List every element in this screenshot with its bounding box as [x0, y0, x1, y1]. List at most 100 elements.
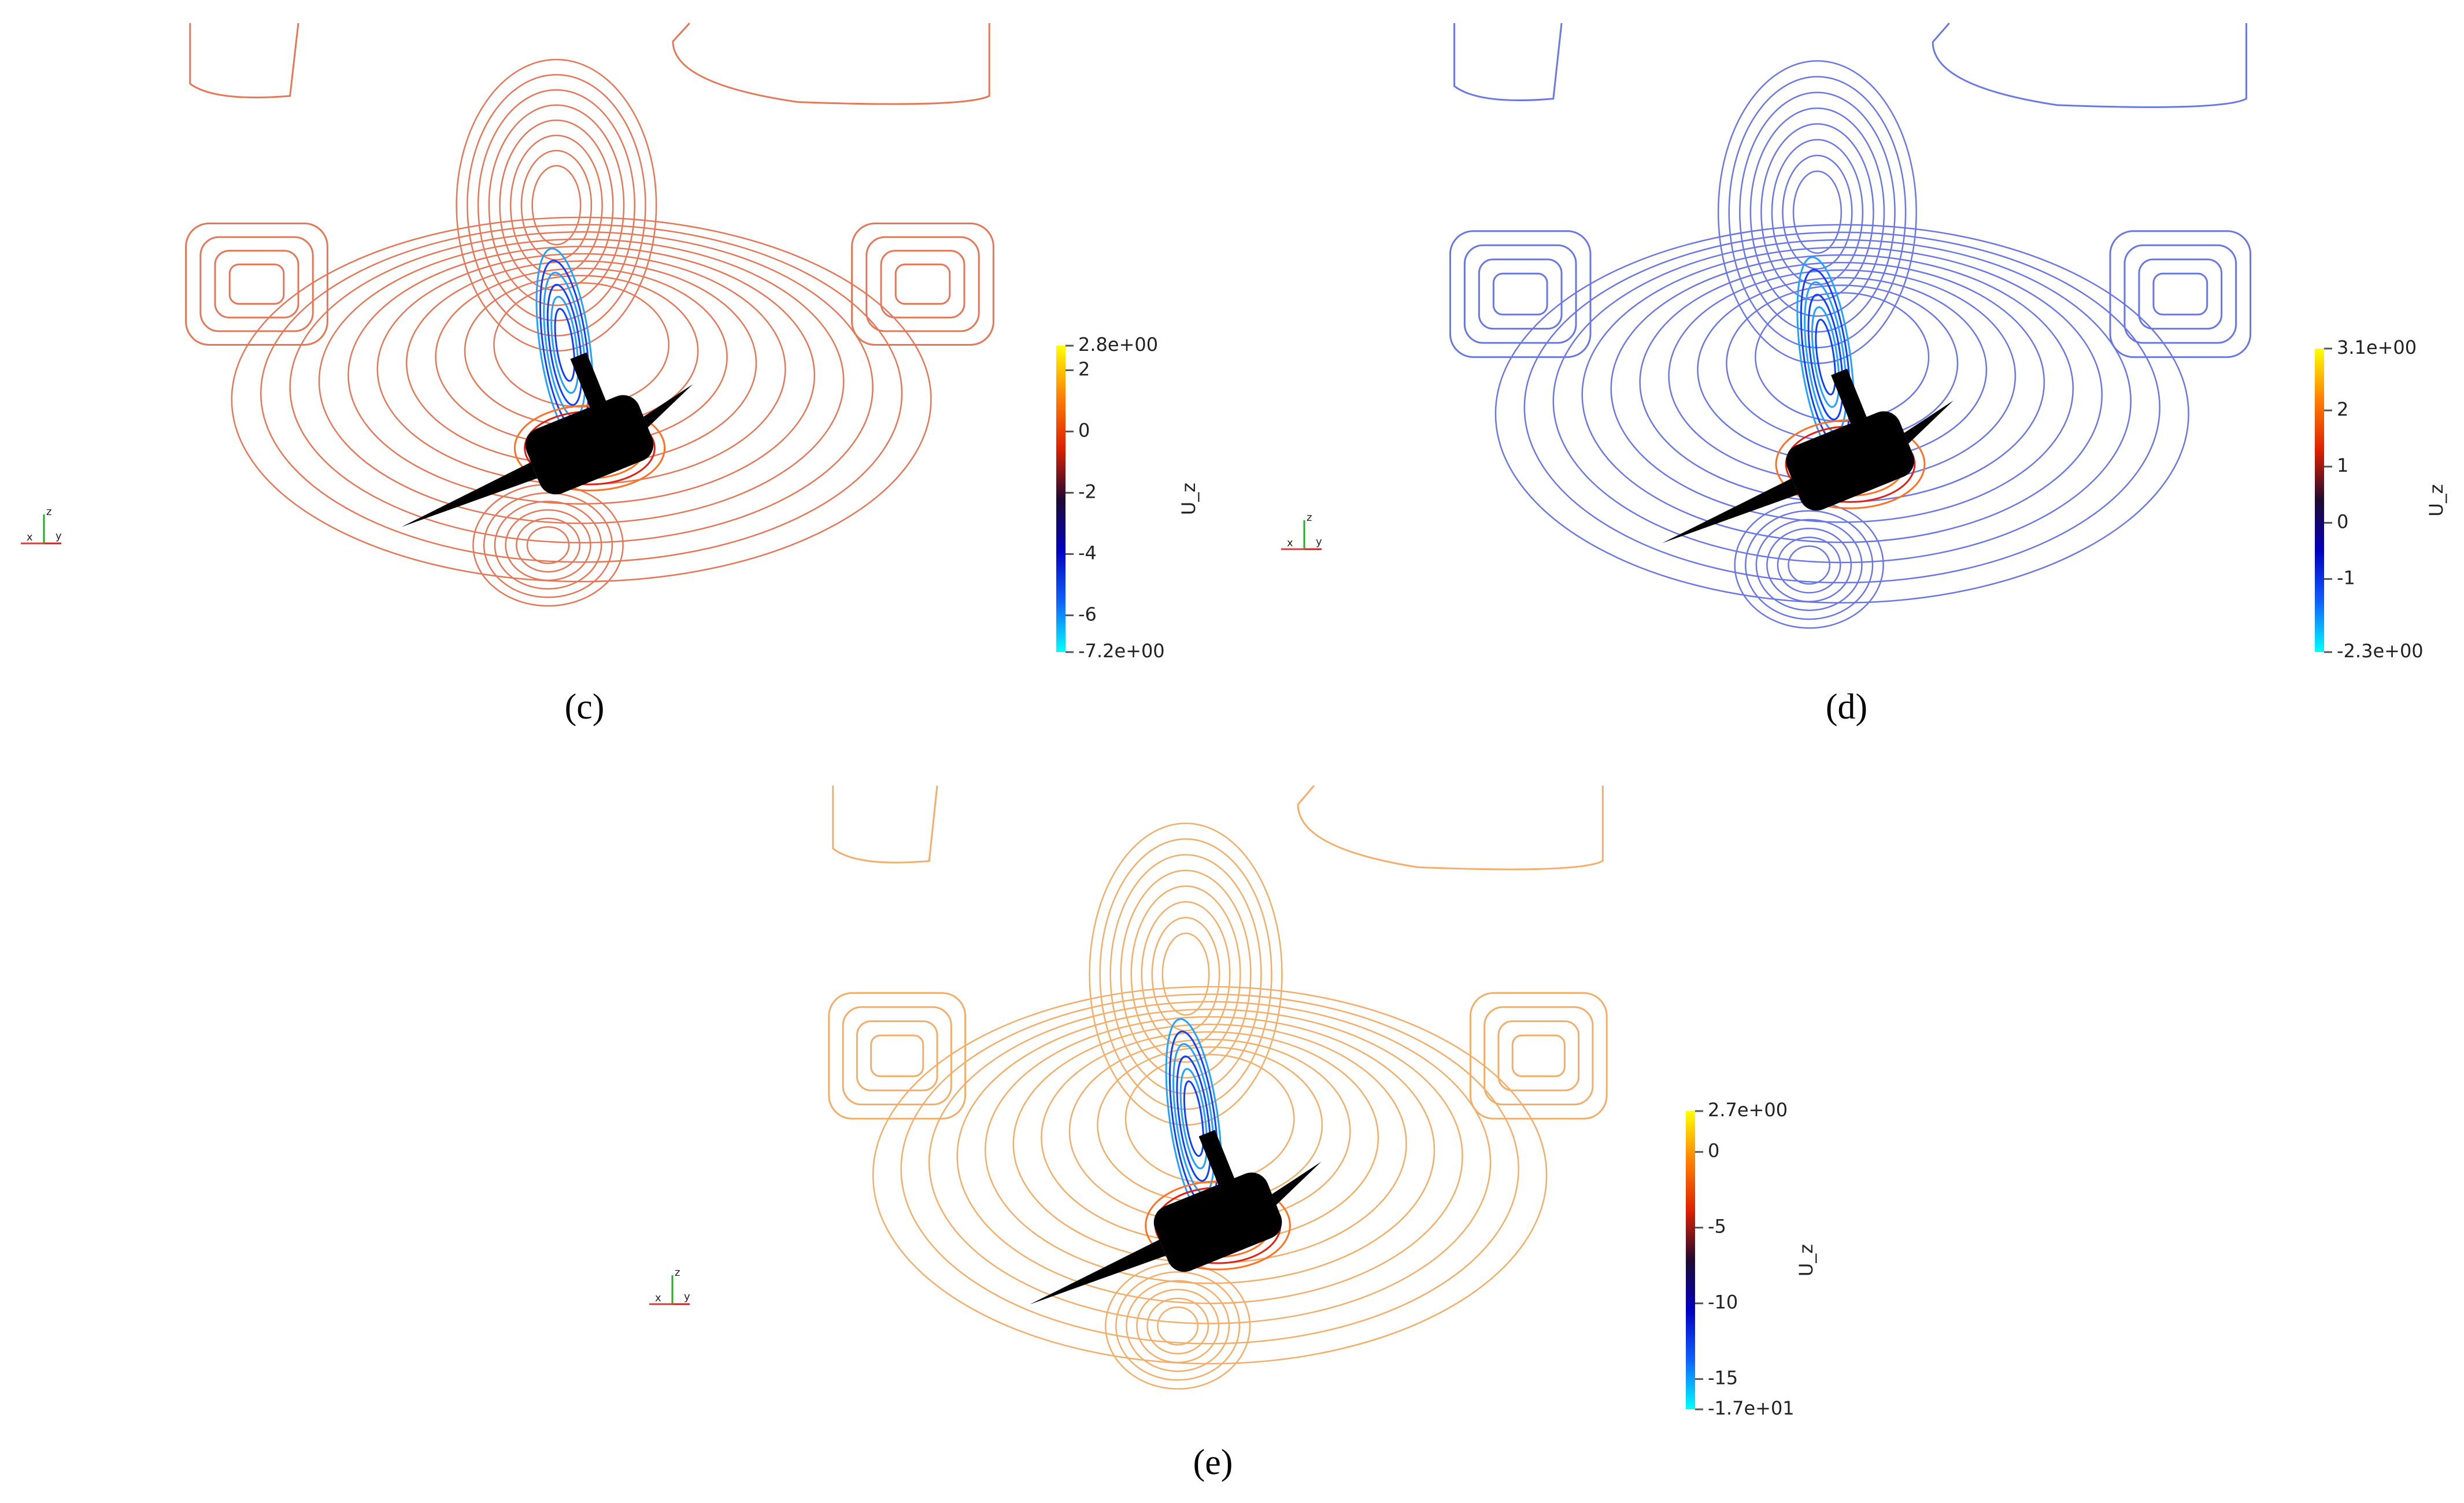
colorbar-tick-label: 1	[2337, 454, 2348, 476]
contour-panel: 3.1e+00 2 1 0 -1 -2.3e+00 U_z (d) x yz	[1281, 23, 2447, 727]
contour-line	[1146, 1297, 1209, 1354]
contour-line	[1161, 932, 1210, 1016]
colorbar-tick-label: -15	[1708, 1367, 1738, 1389]
wing	[1272, 1161, 1322, 1205]
caption: (e)	[1193, 1443, 1233, 1482]
contour-line	[870, 1034, 924, 1078]
triad-label: x	[27, 531, 33, 543]
wing	[1030, 1239, 1166, 1305]
colorbar-label: U_z	[2425, 484, 2447, 516]
contour-line	[494, 501, 602, 590]
contour-line	[516, 517, 580, 573]
contour-panel: 2.7e+00 0 -5 -10 -15 -1.7e+01 U_z (e) x yz	[649, 785, 1817, 1482]
contour-line	[1124, 1053, 1295, 1184]
contour-line	[1453, 23, 1563, 101]
colorbar-tick-label: -1	[2337, 567, 2355, 589]
contour-line	[505, 509, 591, 582]
colorbar-tick-label: 0	[1708, 1140, 1719, 1162]
contour-line	[1523, 231, 2160, 584]
plume-line	[554, 308, 576, 382]
triad-label: z	[1307, 512, 1312, 524]
contour-line	[928, 1001, 1492, 1324]
contour-line	[228, 263, 285, 305]
colorbar-tick-label: -7.2e+00	[1078, 640, 1165, 662]
contour-line	[467, 74, 646, 336]
contour-line	[1126, 1280, 1230, 1372]
contour-lines	[1449, 23, 2252, 629]
contour-line	[1728, 76, 1907, 349]
colorbar	[1686, 1111, 1695, 1409]
contour-lines	[828, 785, 1608, 1390]
contour-line	[1610, 254, 2074, 523]
contour-line	[828, 992, 967, 1120]
plume-line	[1183, 1080, 1204, 1157]
contour-line	[1478, 258, 1563, 330]
contour-line	[260, 224, 903, 563]
fuselage	[525, 395, 654, 495]
contour-line	[985, 1016, 1436, 1284]
plume-line	[1807, 294, 1844, 421]
contour-line	[1497, 1020, 1580, 1091]
fuselage	[1786, 411, 1914, 511]
colorbar-tick-label: 2.8e+00	[1078, 334, 1158, 356]
triad-label: x	[1287, 537, 1293, 549]
aircraft	[1030, 1130, 1322, 1305]
contour-line	[488, 104, 625, 306]
wing	[401, 462, 538, 527]
contour-line	[1777, 536, 1841, 594]
contour-line	[880, 250, 965, 319]
aircraft	[401, 352, 693, 527]
contour-line	[289, 231, 874, 544]
contour-line	[1492, 272, 1548, 316]
contour-line	[509, 135, 603, 276]
colorbar-tick-label: 2	[2337, 398, 2348, 420]
contour-line	[520, 150, 593, 261]
contour-line	[231, 216, 932, 583]
colorbar-tick-label: 0	[1078, 419, 1090, 441]
tail	[1198, 1130, 1237, 1190]
contour-line	[1792, 170, 1843, 254]
contour-line	[1745, 510, 1874, 620]
wing	[1662, 478, 1799, 543]
contour-lines	[185, 22, 994, 607]
caption: (d)	[1826, 687, 1867, 727]
contour-line	[1120, 869, 1252, 1079]
plume-line	[1179, 1068, 1208, 1169]
contour-line	[1749, 107, 1885, 317]
colorbar-tick-label: 2	[1078, 358, 1090, 380]
aircraft	[1662, 368, 1954, 543]
contour-line	[856, 1020, 938, 1091]
colorbar	[1056, 346, 1065, 652]
contour-line	[894, 263, 951, 305]
contour-panel: 2.8e+002 0 -2 -4 -6 -7.2e+00 U_z (c) x yz	[21, 22, 1200, 727]
contour-line	[1099, 838, 1272, 1110]
contour-line	[1552, 239, 2132, 564]
caption: (c)	[565, 687, 605, 727]
contour-line	[1739, 91, 1896, 333]
tail	[570, 352, 608, 413]
plume-line	[1176, 1055, 1212, 1182]
contour-line	[1449, 230, 1592, 358]
contour-line	[1157, 1306, 1199, 1346]
tail	[1831, 368, 1869, 429]
triad-label: z	[675, 1267, 680, 1279]
contour-line	[2152, 272, 2208, 316]
contour-line	[1766, 527, 1852, 602]
contour-line	[1494, 224, 2189, 604]
contour-line	[185, 223, 328, 346]
contour-line	[865, 236, 980, 332]
fuselage	[1153, 1172, 1282, 1272]
contour-line	[1136, 1289, 1220, 1364]
contour-line	[347, 246, 816, 505]
contour-line	[1782, 154, 1853, 270]
plume-line	[1811, 306, 1840, 408]
colorbar-label: U_z	[1795, 1244, 1817, 1276]
triad-label: y	[1316, 536, 1322, 548]
contour-line	[2123, 244, 2237, 344]
contour-line	[483, 492, 613, 598]
triad-label: y	[56, 530, 62, 542]
contour-line	[1932, 23, 2247, 108]
contour-line	[1760, 123, 1874, 301]
wing	[643, 384, 693, 428]
contour-line	[1771, 139, 1864, 286]
